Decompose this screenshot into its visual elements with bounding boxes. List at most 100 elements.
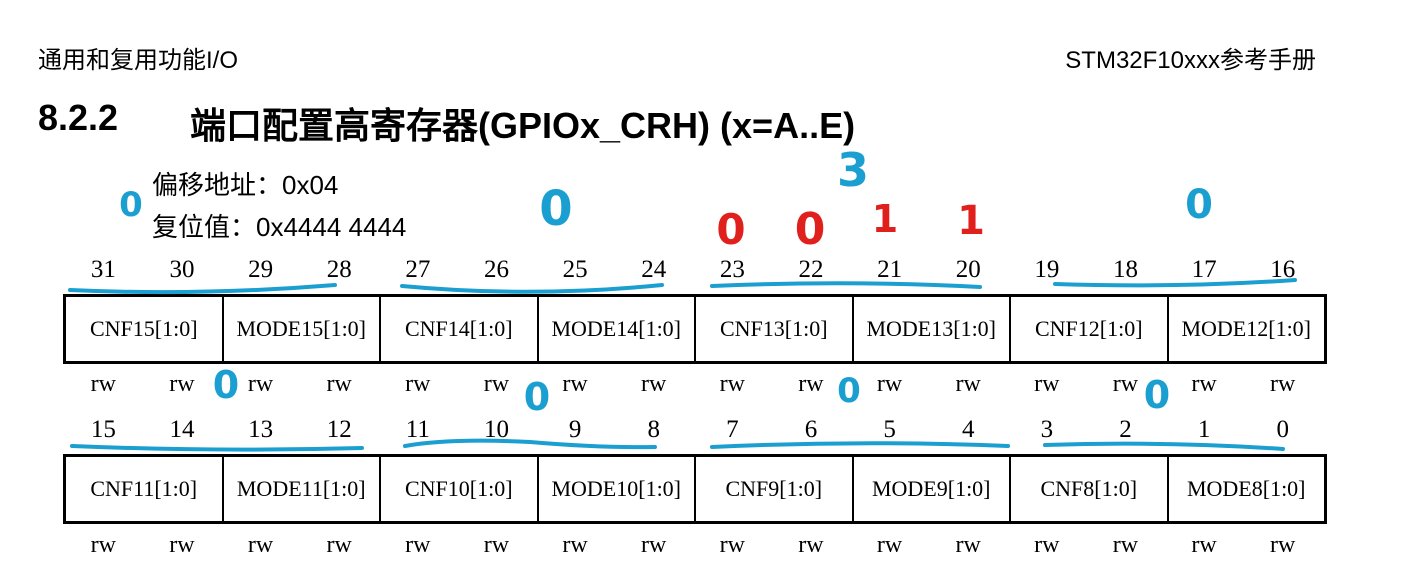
- access-type: rw: [90, 371, 116, 397]
- bit-number: 7: [726, 416, 739, 443]
- access-type: rw: [405, 532, 431, 558]
- bit-number: 1: [1197, 416, 1211, 443]
- register-field: CNF10[1:0]: [379, 457, 537, 521]
- bit-number: 9: [568, 416, 582, 443]
- bit-number: 12: [326, 416, 352, 443]
- bit-number: 31: [90, 256, 116, 283]
- access-type: rw: [326, 532, 352, 558]
- access-type: rw: [169, 532, 195, 558]
- access-type: rw: [1034, 532, 1060, 558]
- register-field: CNF12[1:0]: [1009, 297, 1167, 361]
- register-field: MODE10[1:0]: [536, 457, 695, 521]
- bit-number: 19: [1034, 256, 1060, 283]
- underline-27-24: [400, 283, 664, 294]
- upper-access-row: rw rw rw rw rw rw rw rw rw rw rw rw rw rw rw rw: [64, 371, 1322, 398]
- register-field: MODE9[1:0]: [851, 457, 1010, 521]
- bit-number: 22: [798, 256, 824, 283]
- access-type: rw: [483, 371, 510, 397]
- access-type: rw: [483, 532, 510, 558]
- bit-number: 26: [483, 256, 509, 283]
- access-type: rw: [1034, 371, 1060, 397]
- register-field: MODE13[1:0]: [851, 297, 1010, 361]
- access-type: rw: [641, 371, 667, 397]
- offset-address: 偏移地址：0x04: [152, 165, 338, 202]
- bit-number: 24: [641, 256, 667, 283]
- access-type: rw: [798, 371, 824, 397]
- bit-number: 28: [326, 256, 352, 283]
- register-field: CNF14[1:0]: [379, 297, 537, 361]
- bit-number: 16: [1270, 256, 1296, 283]
- header-chapter-title: 通用和复用功能I/O: [38, 47, 239, 74]
- reset-value-text: 0x4444 4444: [256, 212, 407, 242]
- access-type: rw: [1270, 532, 1296, 558]
- access-type: rw: [1270, 371, 1296, 397]
- access-type: rw: [405, 371, 431, 397]
- access-type: rw: [798, 532, 824, 558]
- bit-number: 15: [90, 416, 116, 443]
- handwritten-digit: 1: [872, 197, 898, 241]
- bit-number: 27: [405, 256, 431, 283]
- underline-15-12: [70, 444, 364, 452]
- bit-number: 30: [169, 256, 195, 283]
- bit-number: 4: [961, 416, 975, 443]
- handwritten-digit: 1: [957, 198, 985, 244]
- lower-access-row: rw rw rw rw rw rw rw rw rw rw rw rw rw rw rw rw: [64, 532, 1322, 559]
- underline-31-28: [68, 283, 337, 295]
- access-type: rw: [562, 532, 588, 558]
- upper-register-fields: CNF15[1:0] MODE15[1:0] CNF14[1:0] MODE14[1:…: [63, 294, 1327, 364]
- handwritten-digit: 3: [837, 143, 869, 197]
- register-field: MODE11[1:0]: [221, 457, 380, 521]
- access-type: rw: [876, 371, 903, 397]
- handwritten-digit: 0: [716, 205, 745, 254]
- header-manual-title: STM32F10xxx参考手册: [1065, 47, 1316, 74]
- register-field: CNF15[1:0]: [89, 316, 198, 341]
- register-field: MODE8[1:0]: [1166, 457, 1325, 521]
- offset-value: 0x04: [282, 170, 339, 200]
- bit-number: 21: [877, 256, 903, 283]
- register-field: CNF9[1:0]: [694, 457, 852, 521]
- bit-number: 17: [1191, 256, 1217, 283]
- access-type: rw: [90, 532, 116, 558]
- bit-number: 14: [169, 416, 195, 443]
- access-type: rw: [641, 532, 667, 558]
- bit-number: 2: [1119, 416, 1132, 443]
- handwritten-digit: 0: [1185, 182, 1213, 228]
- bit-number: 29: [248, 256, 274, 283]
- handwritten-digit: 0: [539, 181, 572, 237]
- access-type: rw: [955, 371, 981, 397]
- lower-bit-numbers: 15 14 13 12 11 10 9 8 7 6 5 4 3 2 1 0: [64, 416, 1322, 444]
- access-type: rw: [1112, 371, 1139, 397]
- bit-number: 5: [883, 416, 896, 443]
- offset-label: 偏移地址：: [152, 170, 283, 200]
- register-field: MODE15[1:0]: [221, 297, 380, 361]
- access-type: rw: [169, 371, 195, 397]
- access-type: rw: [719, 371, 745, 397]
- underline-3-0: [1043, 441, 1285, 451]
- section-title: 端口配置高寄存器(GPIOx_CRH) (x=A..E): [190, 105, 856, 146]
- bit-number: 3: [1040, 416, 1054, 443]
- access-type: rw: [1191, 371, 1217, 397]
- bit-number: 18: [1112, 256, 1138, 283]
- reset-label: 复位值：: [152, 212, 257, 242]
- register-field: MODE12[1:0]: [1166, 297, 1325, 361]
- register-field: MODE14[1:0]: [536, 297, 695, 361]
- bit-number: 11: [405, 416, 430, 443]
- access-type: rw: [247, 532, 274, 558]
- bit-number: 20: [955, 256, 981, 283]
- bit-number: 25: [562, 256, 588, 283]
- access-type: rw: [1112, 532, 1139, 558]
- upper-bit-numbers: 31 30 29 28 27 26 25 24 23 22 21 20 19 18 17 16: [64, 256, 1322, 284]
- register-field: CNF11[1:0]: [90, 476, 198, 501]
- access-type: rw: [326, 371, 352, 397]
- access-type: rw: [562, 371, 588, 397]
- access-type: rw: [876, 532, 903, 558]
- handwritten-digit: 0: [119, 185, 143, 225]
- access-type: rw: [719, 532, 745, 558]
- bit-number: 0: [1276, 416, 1289, 443]
- access-type: rw: [1191, 532, 1217, 558]
- register-field: CNF13[1:0]: [694, 297, 852, 361]
- bit-number: 23: [719, 256, 745, 283]
- bit-number: 8: [647, 416, 660, 443]
- handwritten-digit: 0: [795, 204, 826, 255]
- access-type: rw: [247, 371, 274, 397]
